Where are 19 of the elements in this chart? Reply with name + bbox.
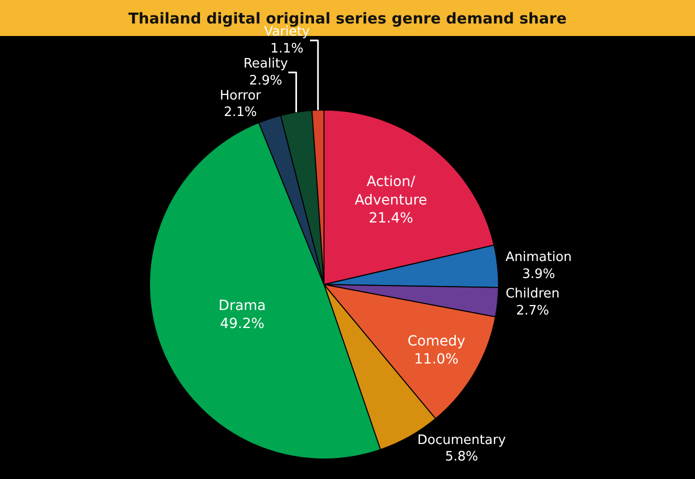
data-label: 11.0%	[414, 352, 459, 368]
slice-label: Drama	[218, 298, 266, 314]
data-label: 21.4%	[368, 210, 414, 226]
data-label: 3.9%	[522, 266, 556, 282]
data-label: 49.2%	[220, 316, 264, 332]
data-label: 2.1%	[224, 105, 257, 120]
slice-label: Action/Adventure	[354, 174, 428, 208]
data-label: 2.7%	[516, 303, 550, 318]
chart-title: Thailand digital original series genre demand share	[128, 9, 567, 28]
slice-label: Comedy	[407, 334, 466, 350]
slice-label: Reality	[243, 56, 288, 72]
slice-label: Variety	[264, 24, 310, 40]
slice-label: Children	[506, 286, 560, 302]
data-label: 1.1%	[270, 41, 304, 56]
data-label: 5.8%	[445, 450, 478, 465]
slice-label: Animation	[506, 250, 572, 266]
slice-label: Documentary	[417, 432, 506, 448]
slice-label: Horror	[220, 88, 262, 104]
data-label: 2.9%	[249, 73, 282, 88]
